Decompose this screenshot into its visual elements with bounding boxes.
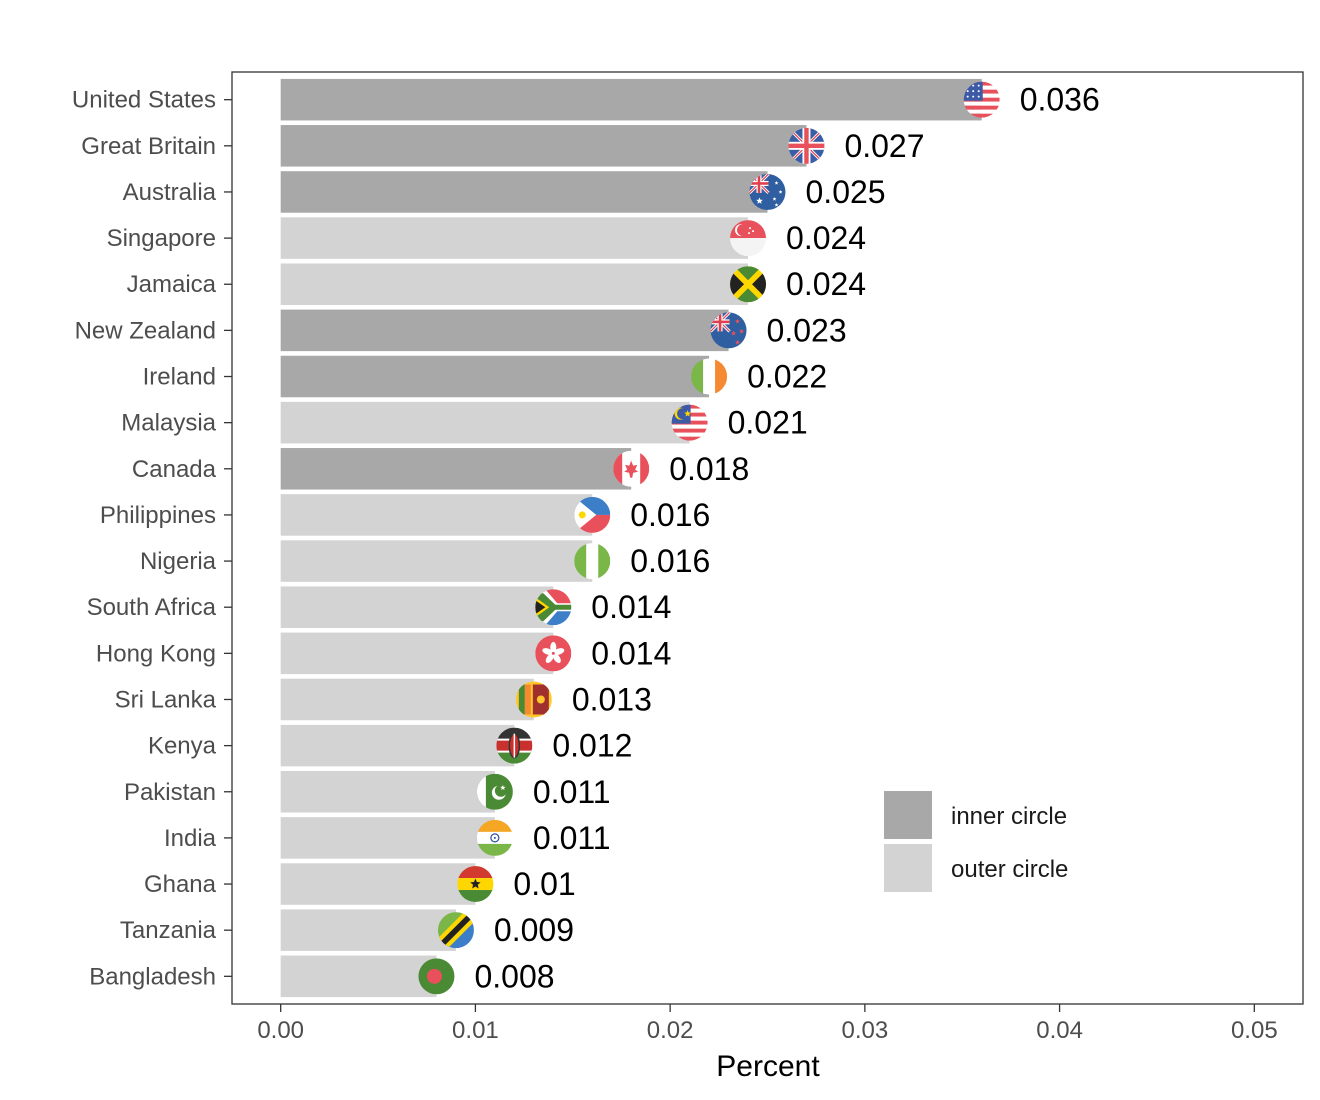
- flag-kenya-icon: [496, 727, 533, 764]
- x-tick-label: 0.01: [452, 1017, 499, 1044]
- value-label: 0.012: [552, 728, 632, 764]
- bar-malaysia: [280, 401, 690, 444]
- value-label: 0.016: [630, 543, 710, 579]
- category-label: South Africa: [87, 594, 217, 621]
- flag-singapore-icon: [730, 220, 767, 257]
- value-labels-layer: 0.036 0.027 0.025 0.024 0.024 0.023 0.022 0.021…: [474, 82, 1099, 995]
- bar-australia: [280, 171, 768, 213]
- flag-nigeria-icon: [574, 543, 611, 580]
- x-tick-label: 0.03: [842, 1017, 889, 1044]
- bar-india: [280, 817, 495, 859]
- value-label: 0.014: [591, 589, 671, 625]
- value-label: 0.008: [474, 958, 554, 994]
- bar-sri-lanka: [280, 678, 534, 721]
- category-label: Hong Kong: [96, 640, 216, 667]
- legend-swatch: [884, 791, 932, 839]
- bar-ireland: [280, 355, 710, 398]
- value-label: 0.027: [844, 128, 924, 164]
- flag-south-africa-icon: [535, 589, 572, 626]
- category-label: Pakistan: [124, 779, 216, 806]
- x-tick-label: 0.02: [647, 1017, 694, 1044]
- bars-layer: [280, 78, 982, 998]
- flag-philippines-icon: [574, 496, 611, 533]
- bar-south-africa: [280, 586, 554, 628]
- value-label: 0.014: [591, 635, 671, 671]
- value-label: 0.024: [786, 220, 866, 256]
- flag-bangladesh-icon: [418, 958, 455, 995]
- flag-jamaica-icon: [730, 266, 767, 303]
- flags-layer: [418, 81, 1000, 995]
- value-label: 0.022: [747, 359, 827, 395]
- x-axis-title: Percent: [716, 1050, 820, 1083]
- bar-great-britain: [280, 125, 807, 167]
- legend-label: outer circle: [951, 856, 1068, 883]
- category-label: Tanzania: [120, 917, 217, 944]
- y-axis: United States Great Britain Australia Singa…: [72, 87, 232, 990]
- flag-tanzania-icon: [437, 912, 474, 949]
- category-label: Nigeria: [140, 548, 217, 575]
- value-label: 0.024: [786, 266, 866, 302]
- bar-ghana: [280, 863, 476, 905]
- value-label: 0.025: [806, 174, 886, 210]
- value-label: 0.013: [572, 681, 652, 717]
- category-label: Great Britain: [81, 133, 216, 160]
- bar-bangladesh: [280, 955, 437, 998]
- value-label: 0.016: [630, 497, 710, 533]
- flag-united-states-icon: [963, 81, 1000, 118]
- x-axis: 0.00 0.01 0.02 0.03 0.04 0.05: [257, 1004, 1278, 1044]
- flag-ireland-icon: [691, 358, 728, 395]
- flag-australia-icon: [749, 173, 786, 210]
- bar-nigeria: [280, 540, 593, 582]
- category-label: Malaysia: [121, 410, 216, 437]
- value-label: 0.036: [1020, 82, 1100, 118]
- category-label: India: [164, 825, 217, 852]
- legend: inner circle outer circle: [884, 791, 1068, 892]
- legend-swatch: [884, 844, 932, 892]
- category-label: Sri Lanka: [115, 686, 217, 713]
- category-label: Jamaica: [127, 271, 217, 298]
- bar-singapore: [280, 217, 749, 259]
- flag-ghana-icon: [457, 866, 494, 903]
- flag-sri-lanka-icon: [515, 681, 552, 718]
- bar-pakistan: [280, 771, 495, 813]
- bar-hong-kong: [280, 632, 554, 675]
- category-label: Ireland: [143, 364, 216, 391]
- bar-kenya: [280, 724, 515, 767]
- legend-label: inner circle: [951, 803, 1067, 830]
- category-label: Australia: [123, 179, 217, 206]
- bar-jamaica: [280, 263, 749, 305]
- x-tick-label: 0.00: [257, 1017, 304, 1044]
- category-label: Kenya: [148, 733, 217, 760]
- flag-canada-icon: [613, 450, 650, 487]
- category-label: Bangladesh: [89, 963, 216, 990]
- plot-panel-border: [231, 71, 1304, 1005]
- flag-great-britain-icon: [788, 127, 825, 164]
- category-label: United States: [72, 87, 216, 114]
- x-tick-label: 0.04: [1036, 1017, 1083, 1044]
- x-tick-label: 0.05: [1231, 1017, 1278, 1044]
- flag-malaysia-icon: [671, 404, 708, 441]
- flag-india-icon: [476, 819, 513, 856]
- bar-tanzania: [280, 909, 456, 951]
- bar-new-zealand: [280, 309, 729, 352]
- bar-philippines: [280, 494, 593, 536]
- value-label: 0.011: [533, 820, 611, 856]
- flag-new-zealand-icon: [710, 312, 747, 349]
- category-label: Singapore: [107, 225, 216, 252]
- category-label: New Zealand: [75, 317, 216, 344]
- flag-hong-kong-icon: [535, 635, 572, 672]
- category-label: Canada: [132, 456, 217, 483]
- category-label: Philippines: [100, 502, 216, 529]
- flag-pakistan-icon: [476, 773, 513, 810]
- value-label: 0.01: [513, 866, 575, 902]
- value-label: 0.011: [533, 774, 611, 810]
- category-label: Ghana: [144, 871, 217, 898]
- value-label: 0.023: [767, 312, 847, 348]
- bar-canada: [280, 448, 632, 490]
- value-label: 0.018: [669, 451, 749, 487]
- value-label: 0.021: [728, 405, 808, 441]
- value-label: 0.009: [494, 912, 574, 948]
- bar-united-states: [280, 78, 982, 121]
